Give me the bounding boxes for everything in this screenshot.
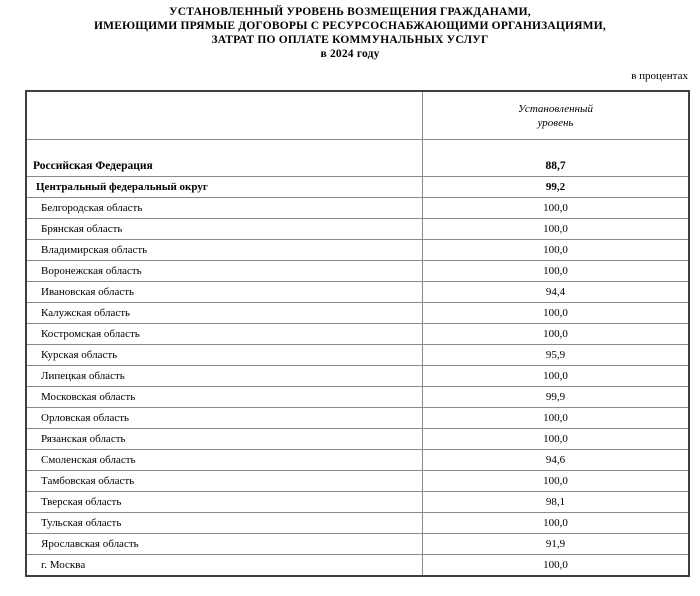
region-name: г. Москва	[27, 555, 423, 575]
region-name: Орловская область	[27, 408, 423, 428]
region-name: Ярославская область	[27, 534, 423, 554]
table-row: Тверская область 98,1	[27, 491, 688, 512]
region-value: 94,4	[545, 286, 566, 298]
region-value: 99,2	[545, 181, 566, 193]
region-name: Костромская область	[27, 324, 423, 344]
document-title: УСТАНОВЛЕННЫЙ УРОВЕНЬ ВОЗМЕЩЕНИЯ ГРАЖДАН…	[0, 5, 700, 61]
region-value: 95,9	[545, 349, 566, 361]
region-value: 98,1	[545, 496, 566, 508]
table-row: Воронежская область 100,0	[27, 260, 688, 281]
table-row: Ярославская область 91,9	[27, 533, 688, 554]
title-line-2: ИМЕЮЩИМИ ПРЯМЫЕ ДОГОВОРЫ С РЕСУРСОСНАБЖА…	[94, 20, 606, 32]
table-row: Российская Федерация 88,7	[27, 139, 688, 176]
table-row: Белгородская область 100,0	[27, 197, 688, 218]
table-row: Смоленская область 94,6	[27, 449, 688, 470]
region-name: Брянская область	[27, 219, 423, 239]
units-note: в процентах	[631, 70, 688, 82]
title-line-3: ЗАТРАТ ПО ОПЛАТЕ КОММУНАЛЬНЫХ УСЛУГ	[211, 34, 489, 46]
value-header-line-1: Установленный	[518, 102, 593, 115]
table-row: Липецкая область 100,0	[27, 365, 688, 386]
region-name: Тульская область	[27, 513, 423, 533]
region-name: Российская Федерация	[27, 140, 423, 176]
table-row: Брянская область 100,0	[27, 218, 688, 239]
table-row: Центральный федеральный округ 99,2	[27, 176, 688, 197]
value-header-line-2: уровень	[537, 116, 574, 129]
region-value: 100,0	[543, 433, 568, 445]
table-row: Костромская область 100,0	[27, 323, 688, 344]
region-name: Калужская область	[27, 303, 423, 323]
region-name: Центральный федеральный округ	[27, 177, 423, 197]
table-row: Рязанская область 100,0	[27, 428, 688, 449]
table-row: г. Москва 100,0	[27, 554, 688, 575]
region-value: 100,0	[543, 244, 568, 256]
table-row: Тамбовская область 100,0	[27, 470, 688, 491]
region-name: Владимирская область	[27, 240, 423, 260]
table-row: Калужская область 100,0	[27, 302, 688, 323]
region-value: 94,6	[545, 454, 566, 466]
region-value: 100,0	[543, 412, 568, 424]
table-row: Московская область 99,9	[27, 386, 688, 407]
region-name: Воронежская область	[27, 261, 423, 281]
table-row: Орловская область 100,0	[27, 407, 688, 428]
region-name: Тверская область	[27, 492, 423, 512]
region-name: Московская область	[27, 387, 423, 407]
region-value: 99,9	[545, 391, 566, 403]
title-line-4: в 2024 году	[320, 48, 380, 60]
title-line-1: УСТАНОВЛЕННЫЙ УРОВЕНЬ ВОЗМЕЩЕНИЯ ГРАЖДАН…	[169, 6, 531, 18]
region-value: 88,7	[545, 160, 566, 172]
region-value: 100,0	[543, 265, 568, 277]
region-value: 100,0	[543, 328, 568, 340]
region-value: 91,9	[545, 538, 566, 550]
region-value: 100,0	[543, 307, 568, 319]
table-row: Тульская область 100,0	[27, 512, 688, 533]
region-name: Липецкая область	[27, 366, 423, 386]
region-value: 100,0	[543, 559, 568, 571]
region-value: 100,0	[543, 517, 568, 529]
region-name: Тамбовская область	[27, 471, 423, 491]
region-name: Ивановская область	[27, 282, 423, 302]
data-table: Установленный уровень Российская Федерац…	[25, 90, 690, 577]
table-row: Владимирская область 100,0	[27, 239, 688, 260]
region-value: 100,0	[543, 475, 568, 487]
region-value: 100,0	[543, 202, 568, 214]
region-name: Рязанская область	[27, 429, 423, 449]
table-row: Курская область 95,9	[27, 344, 688, 365]
region-name: Смоленская область	[27, 450, 423, 470]
header-name-cell	[27, 92, 423, 139]
region-name: Белгородская область	[27, 198, 423, 218]
region-name: Курская область	[27, 345, 423, 365]
region-value: 100,0	[543, 223, 568, 235]
region-value: 100,0	[543, 370, 568, 382]
table-header-row: Установленный уровень	[27, 92, 688, 139]
header-value-cell: Установленный уровень	[423, 102, 688, 130]
table-row: Ивановская область 94,4	[27, 281, 688, 302]
